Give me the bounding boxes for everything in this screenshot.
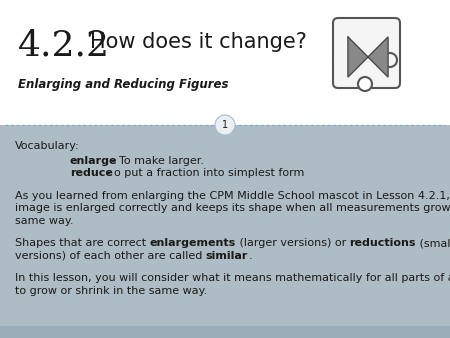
Text: As you learned from enlarging the CPM Middle School mascot in Lesson 4.2.1, an: As you learned from enlarging the CPM Mi… xyxy=(15,191,450,200)
Text: enlarge: enlarge xyxy=(70,155,117,166)
Circle shape xyxy=(358,77,372,91)
Text: enlargements: enlargements xyxy=(149,238,236,248)
Text: How does it change?: How does it change? xyxy=(90,32,307,52)
Text: Vocabulary:: Vocabulary: xyxy=(15,141,80,151)
Text: versions) of each other are called: versions) of each other are called xyxy=(15,250,206,261)
Polygon shape xyxy=(348,37,368,77)
Text: - o put a fraction into simplest form: - o put a fraction into simplest form xyxy=(103,168,304,178)
Text: Enlarging and Reducing Figures: Enlarging and Reducing Figures xyxy=(18,78,229,91)
Text: (smaller: (smaller xyxy=(416,238,450,248)
Text: Shapes that are correct: Shapes that are correct xyxy=(15,238,149,248)
Polygon shape xyxy=(368,37,388,77)
Text: In this lesson, you will consider what it means mathematically for all parts of : In this lesson, you will consider what i… xyxy=(15,273,450,283)
Circle shape xyxy=(383,53,397,67)
Text: 1: 1 xyxy=(222,120,228,130)
Text: image is enlarged correctly and keeps its shape when all measurements grow the: image is enlarged correctly and keeps it… xyxy=(15,203,450,213)
Text: - To make larger.: - To make larger. xyxy=(108,155,204,166)
Bar xyxy=(0,125,450,338)
Text: same way.: same way. xyxy=(15,216,73,225)
Text: similar: similar xyxy=(206,250,248,261)
Circle shape xyxy=(333,53,347,67)
Text: 4.2.2: 4.2.2 xyxy=(18,28,110,62)
Text: reductions: reductions xyxy=(350,238,416,248)
Text: to grow or shrink in the same way.: to grow or shrink in the same way. xyxy=(15,286,207,295)
FancyBboxPatch shape xyxy=(333,18,400,88)
Bar xyxy=(0,326,450,338)
Text: .: . xyxy=(248,250,252,261)
Circle shape xyxy=(215,115,235,135)
Text: reduce: reduce xyxy=(70,168,113,178)
Text: (larger versions) or: (larger versions) or xyxy=(236,238,350,248)
